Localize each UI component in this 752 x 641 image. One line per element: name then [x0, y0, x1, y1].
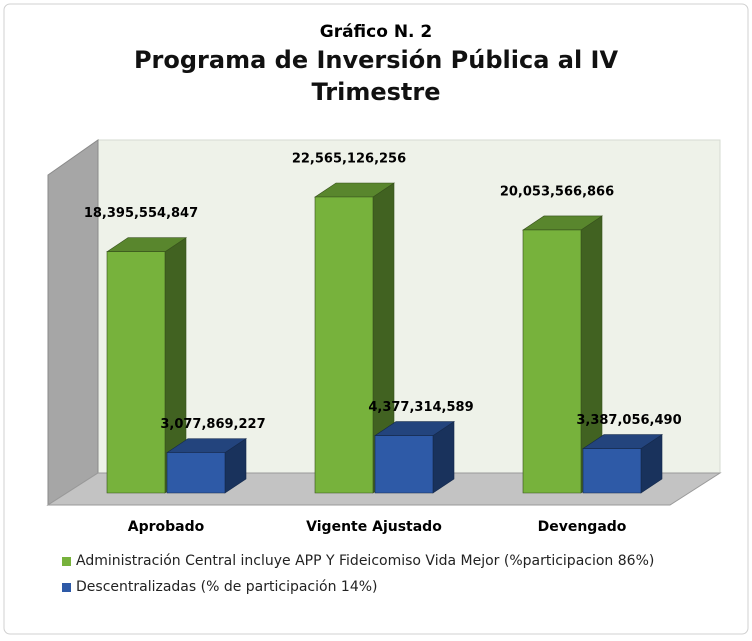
legend-item: Descentralizadas (% de participación 14%…: [62, 578, 722, 596]
legend-label: Administración Central incluye APP Y Fid…: [76, 553, 655, 569]
bar-face: [374, 435, 434, 494]
bar: [166, 438, 247, 494]
bar: [374, 421, 455, 494]
x-tick-label: Aprobado: [128, 519, 205, 535]
legend-label: Descentralizadas (% de participación 14%…: [76, 579, 378, 595]
data-label: 3,387,056,490: [576, 413, 681, 428]
bar-face: [314, 196, 374, 494]
side-wall: [47, 139, 99, 506]
chart-title: Programa de Inversión Pública al IV Trim…: [133, 46, 619, 106]
bar: [522, 215, 603, 494]
bar-face: [166, 452, 226, 494]
bar-face: [522, 229, 582, 494]
legend-swatch: [62, 557, 71, 566]
bar-face: [582, 448, 642, 494]
data-label: 20,053,566,866: [500, 184, 614, 199]
data-label: 3,077,869,227: [160, 417, 265, 432]
legend: Administración Central incluye APP Y Fid…: [62, 552, 722, 604]
data-label: 22,565,126,256: [292, 152, 406, 167]
legend-swatch: [62, 583, 71, 592]
bar: [582, 434, 663, 494]
title-box: Programa de Inversión Pública al IV Trim…: [133, 46, 619, 106]
x-tick-label: Vigente Ajustado: [306, 519, 442, 535]
legend-item: Administración Central incluye APP Y Fid…: [62, 552, 722, 570]
bar-face: [106, 251, 166, 494]
data-label: 18,395,554,847: [84, 206, 198, 221]
data-label: 4,377,314,589: [368, 400, 473, 415]
bar: [314, 182, 395, 494]
bar: [106, 237, 187, 494]
x-tick-label: Devengado: [538, 519, 627, 535]
chart-subtitle: Gráfico N. 2: [320, 22, 433, 42]
